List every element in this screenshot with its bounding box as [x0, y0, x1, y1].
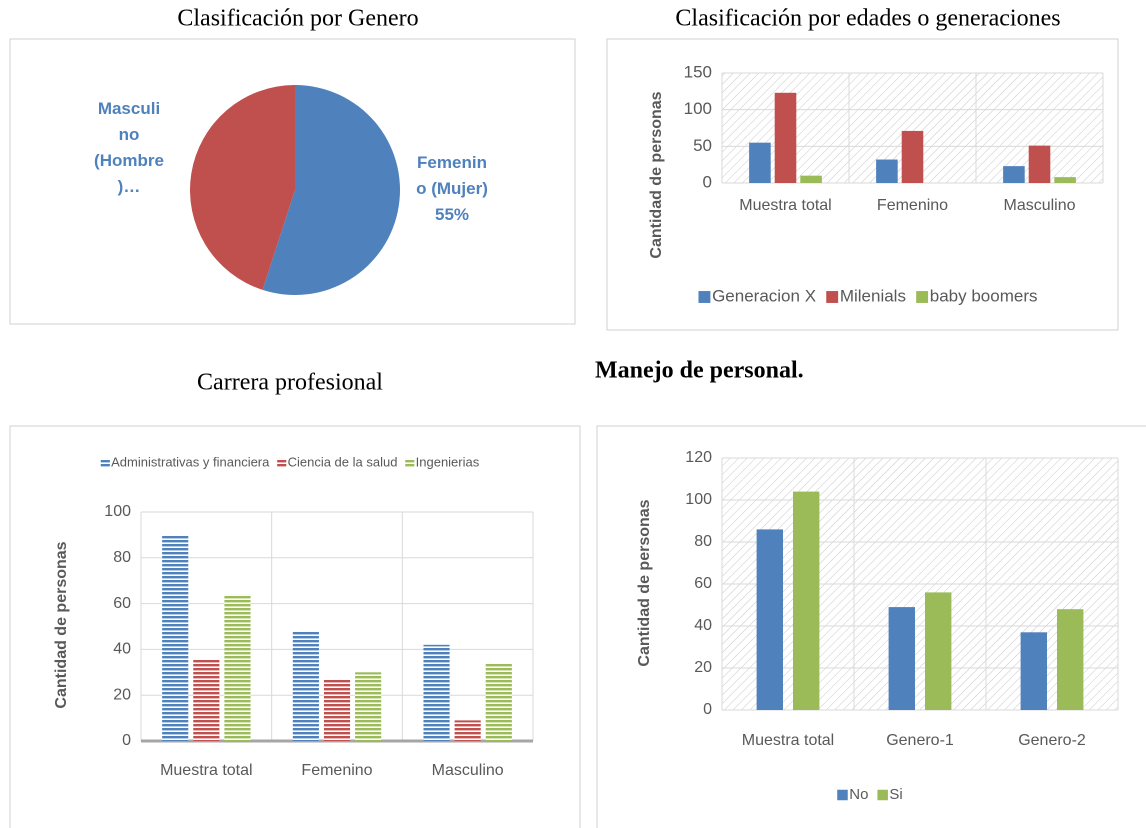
legend-label: Generacion X [712, 286, 816, 305]
legend-swatch [916, 291, 929, 303]
legend-label: Ingenierias [416, 454, 480, 469]
legend: No Si [837, 786, 903, 803]
bar [901, 130, 924, 183]
legend-swatch [698, 291, 711, 303]
chart-title: Clasificación por Genero [177, 6, 418, 32]
pie-slice [262, 85, 401, 296]
y-tick-label: 100 [104, 503, 131, 520]
x-tick-label: Genero-1 [886, 732, 954, 749]
x-tick-label: Masculino [1003, 197, 1076, 214]
bar [1028, 145, 1051, 183]
bar [485, 663, 512, 741]
legend: Generacion X Milenials baby boomers [698, 286, 1038, 305]
legend-swatch [837, 789, 848, 801]
category-label: Masculino (Hombre)… [94, 99, 164, 196]
legend-label: No [849, 786, 868, 803]
y-tick-label: 60 [113, 595, 131, 612]
slice-label: Masculino (Hombre)… [93, 96, 165, 200]
x-tick-label: Muestra total [160, 762, 253, 779]
category-label: Femenino (Mujer) [416, 153, 488, 198]
x-tick-label: Femenino [876, 197, 949, 214]
x-tick-label: Masculino [431, 762, 504, 779]
x-tick-label: Genero-1 [886, 732, 954, 749]
bar [749, 142, 771, 183]
x-tick-label: Femenino [876, 197, 949, 214]
legend-label: Si [889, 786, 902, 803]
y-tick-label: 60 [694, 575, 712, 592]
y-tick-label: 40 [694, 617, 712, 634]
value-label: 55% [434, 205, 470, 224]
slice-label: Masculino (Hombre)… [93, 96, 165, 200]
slice-label: Femenino (Mujer) 55% [413, 150, 491, 228]
legend-swatch [877, 789, 888, 801]
y-tick-label: 0 [703, 172, 712, 191]
x-tick-label: Masculino [431, 762, 504, 779]
bar [925, 592, 952, 710]
y-tick-label: 0 [703, 701, 712, 718]
x-tick-label: Genero-2 [1018, 732, 1086, 749]
x-tick-label: Muestra total [160, 762, 253, 779]
y-tick-label: 80 [694, 533, 712, 550]
x-tick-label: Femenino [301, 762, 373, 779]
bar [224, 594, 251, 741]
y-axis-label: Cantidad de personas [53, 541, 70, 708]
y-tick-label: 150 [684, 62, 712, 81]
legend-label: Administrativas y financiera [111, 454, 270, 469]
y-tick-label: 100 [685, 491, 712, 508]
y-axis-label: Cantidad de personas [636, 499, 653, 666]
legend-swatch [826, 291, 839, 303]
bar [876, 159, 898, 183]
bar [774, 92, 797, 183]
slice-label: Femenino (Mujer) 55% [413, 150, 491, 228]
y-tick-label: 20 [694, 659, 712, 676]
bar [1003, 166, 1025, 183]
bar [1020, 632, 1047, 710]
legend-label: Ciencia de la salud [288, 454, 398, 469]
bar [292, 631, 319, 741]
y-tick-label: 80 [113, 549, 131, 566]
y-axis-label: Cantidad de personas [648, 91, 665, 258]
x-tick-label: Muestra total [739, 197, 832, 214]
legend-swatch [277, 458, 287, 468]
chart-title: Manejo de personal. [595, 358, 804, 384]
x-tick-label: Genero-2 [1018, 732, 1086, 749]
y-tick-label: 50 [693, 136, 712, 155]
legend: Administrativas y financiera Ciencia de l… [100, 454, 480, 469]
legend-label: baby boomers [930, 286, 1038, 305]
bar [800, 175, 822, 183]
chart-frame [9, 425, 581, 828]
bar [1054, 177, 1076, 183]
x-tick-label: Muestra total [741, 732, 835, 749]
bar [888, 607, 915, 710]
bar [793, 491, 820, 710]
legend-swatch [405, 458, 415, 468]
legend-swatch [100, 458, 110, 468]
bar [193, 658, 220, 741]
bar [355, 672, 382, 741]
bar [323, 679, 351, 741]
chart-title: Clasificación por edades o generaciones [675, 6, 1060, 32]
y-tick-label: 40 [113, 641, 131, 658]
bar [162, 534, 189, 741]
x-tick-label: Muestra total [739, 197, 832, 214]
x-tick-label: Masculino [1003, 197, 1076, 214]
x-tick-label: Muestra total [741, 732, 835, 749]
bar [1057, 609, 1084, 710]
y-tick-label: 120 [685, 449, 712, 466]
pie-slice [190, 85, 295, 290]
y-tick-label: 20 [113, 686, 131, 703]
y-tick-label: 0 [122, 732, 131, 749]
y-tick-label: 100 [684, 99, 712, 118]
bar [454, 720, 481, 741]
x-tick-label: Femenino [301, 762, 373, 779]
bar [756, 529, 783, 710]
legend-label: Milenials [840, 286, 906, 305]
chart-title: Carrera profesional [197, 370, 383, 396]
bar [423, 644, 450, 741]
